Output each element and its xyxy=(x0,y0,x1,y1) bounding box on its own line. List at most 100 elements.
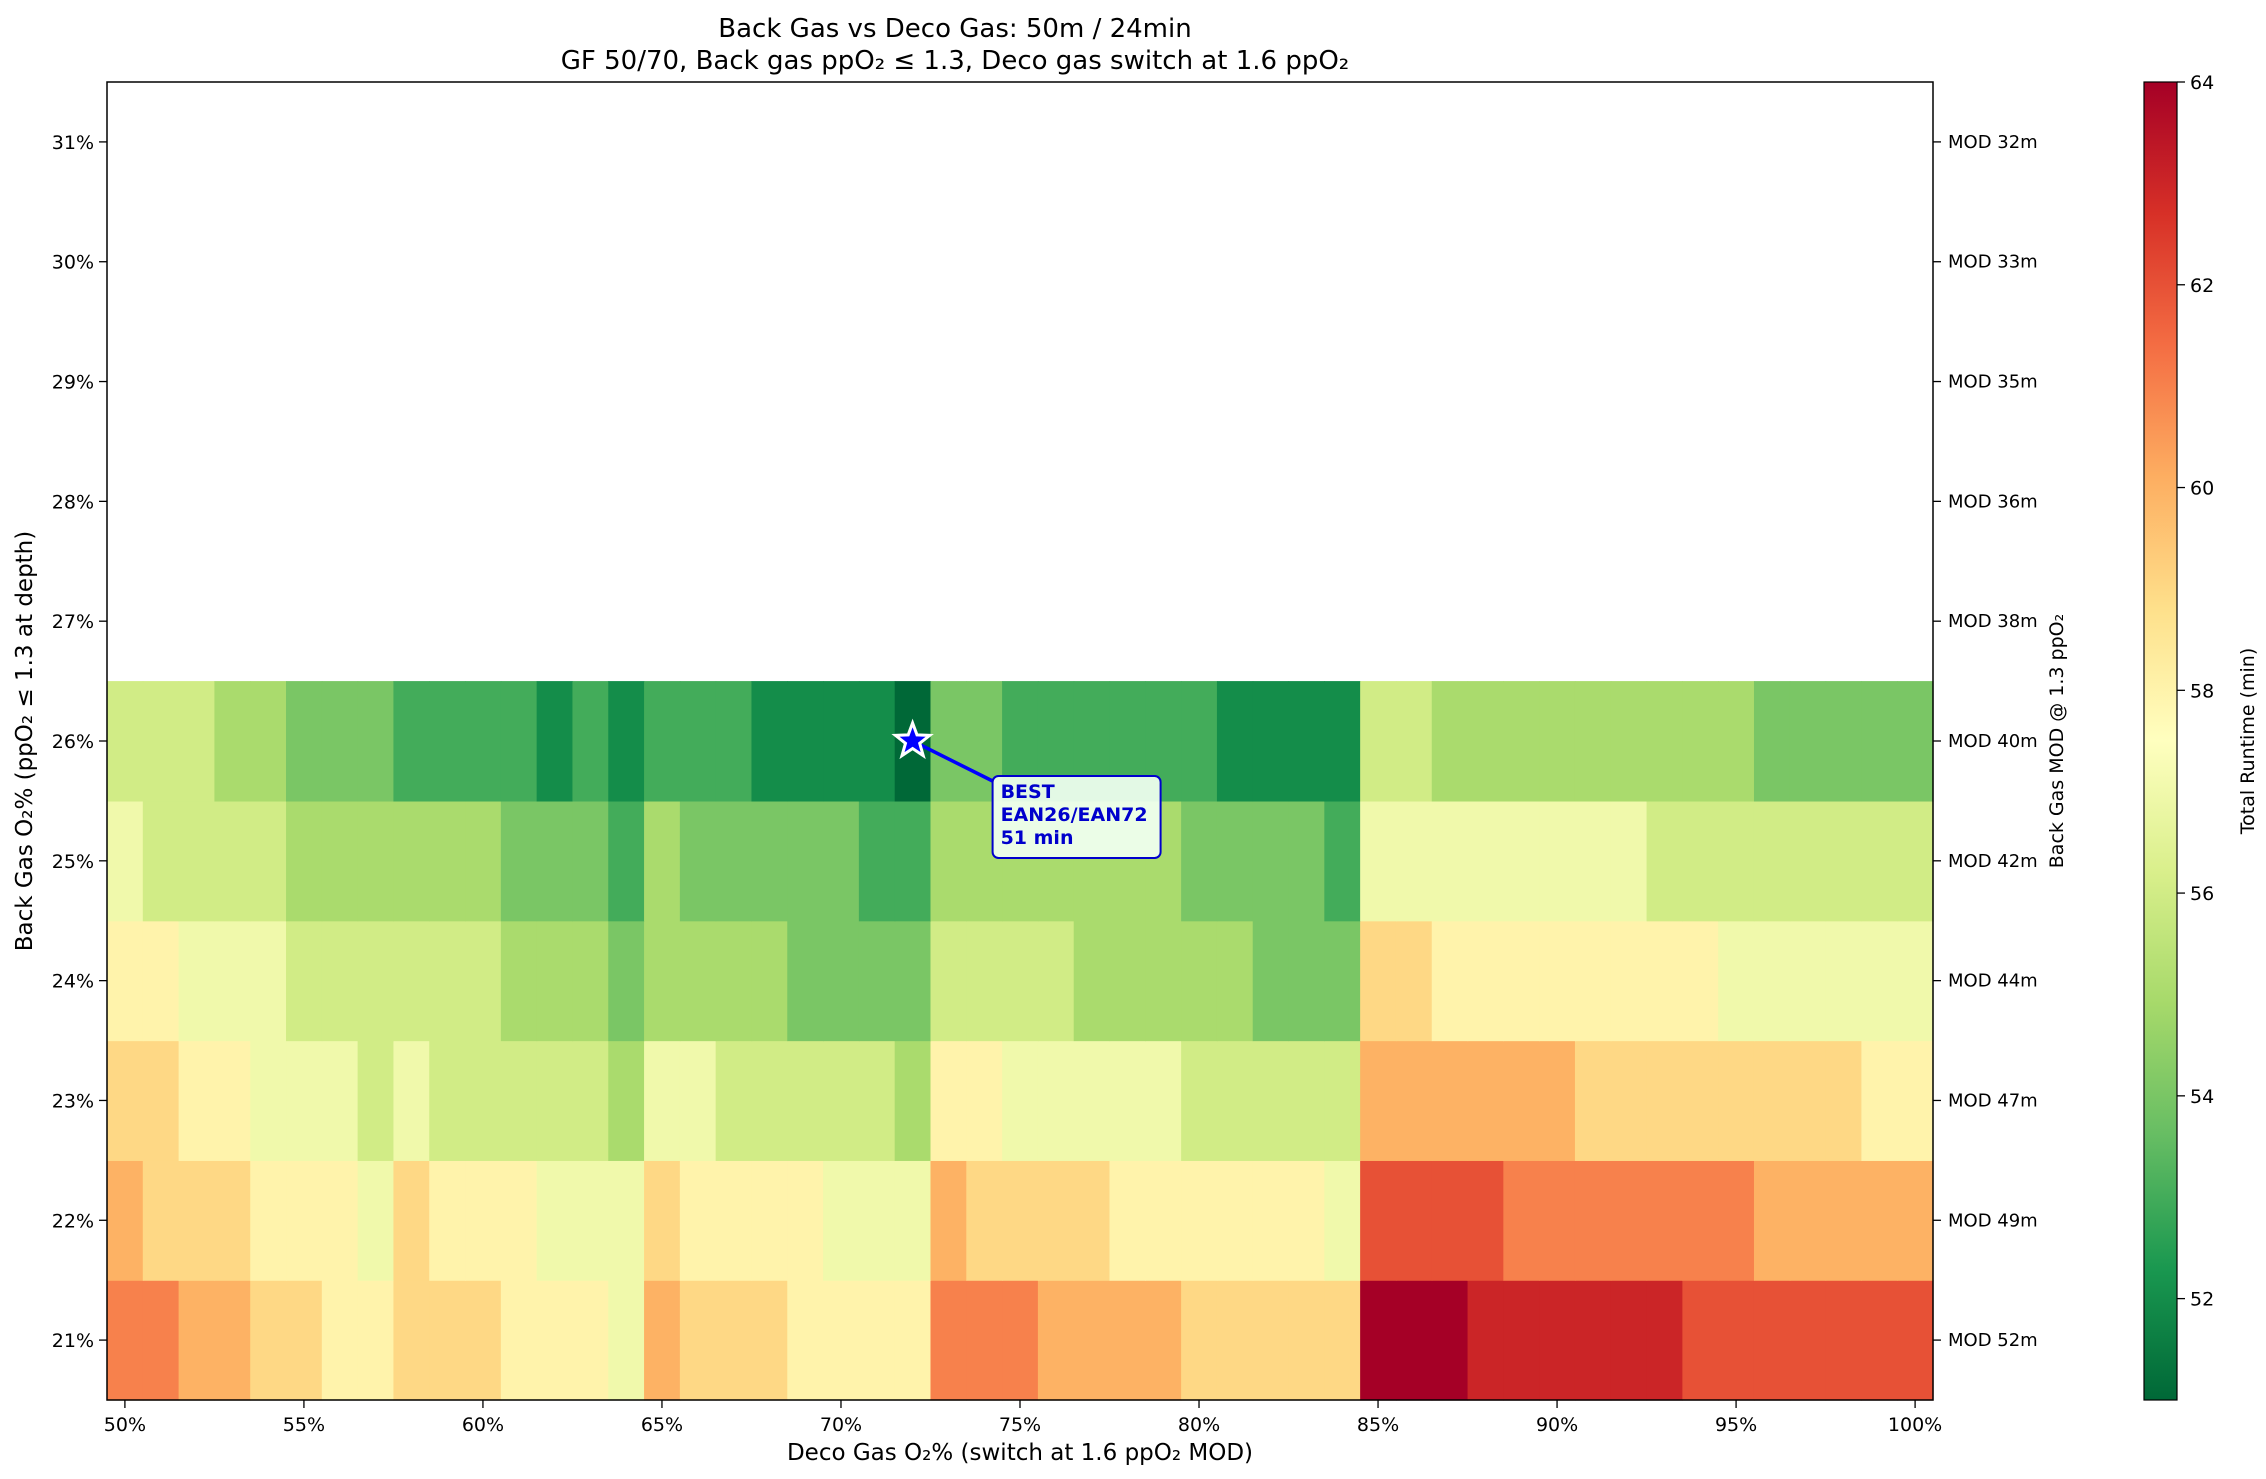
heatmap-cell xyxy=(1825,1040,1862,1161)
heatmap-cell xyxy=(1181,1160,1218,1281)
heatmap-cell xyxy=(1897,1040,1934,1161)
heatmap-cell xyxy=(1467,1040,1504,1161)
heatmap-cell xyxy=(751,920,788,1042)
heatmap-cell xyxy=(608,1040,645,1161)
heatmap-cell xyxy=(107,1160,144,1281)
heatmap-cell xyxy=(1395,800,1433,922)
heatmap-cell xyxy=(536,800,574,922)
y2-tick-label: MOD 42m xyxy=(1948,851,2038,872)
heatmap-cell xyxy=(107,1280,144,1401)
heatmap-cell xyxy=(1682,920,1719,1042)
heatmap-cell xyxy=(1861,1280,1898,1401)
heatmap-cell xyxy=(1181,681,1218,802)
heatmap-cell xyxy=(1288,1040,1325,1161)
heatmap-cell xyxy=(858,1040,896,1161)
heatmap-cell xyxy=(966,1040,1003,1161)
heatmap-cell xyxy=(679,1280,717,1401)
heatmap-cell xyxy=(250,1280,287,1401)
heatmap-cell xyxy=(608,920,645,1042)
heatmap-cell xyxy=(1646,1280,1683,1401)
heatmap-cell xyxy=(321,1040,359,1161)
heatmap-cell xyxy=(1503,920,1540,1042)
heatmap-cell xyxy=(1467,920,1504,1042)
x-tick-label: 50% xyxy=(104,1414,146,1436)
heatmap-cell xyxy=(1288,1280,1325,1401)
heatmap-cell xyxy=(1360,920,1397,1042)
heatmap-cell xyxy=(1216,1040,1254,1161)
heatmap-cell xyxy=(1216,800,1254,922)
best-star-icon xyxy=(891,718,934,760)
heatmap-cell xyxy=(178,1040,216,1161)
heatmap-cell xyxy=(1324,1280,1361,1401)
chart-subtitle: GF 50/70, Back gas ppO₂ ≤ 1.3, Deco gas … xyxy=(561,46,1349,76)
heatmap-cell xyxy=(787,920,824,1042)
heatmap-cell xyxy=(321,1160,359,1281)
heatmap-cell xyxy=(1503,1040,1540,1161)
heatmap-cell xyxy=(894,1160,932,1281)
heatmap-cell xyxy=(1646,1160,1683,1281)
heatmap-cell xyxy=(250,800,287,922)
heatmap-cell xyxy=(823,800,860,922)
heatmap-cell xyxy=(1718,920,1755,1042)
heatmap-cell xyxy=(536,681,574,802)
heatmap-cell xyxy=(1718,681,1755,802)
heatmap-cell xyxy=(1324,1160,1361,1281)
y2-tick-label: MOD 35m xyxy=(1948,372,2038,393)
heatmap-cell xyxy=(429,1040,466,1161)
heatmap-cell xyxy=(1467,800,1504,922)
y-tick-label: 28% xyxy=(52,491,94,513)
y2-tick-label: MOD 33m xyxy=(1948,252,2038,273)
heatmap-cell xyxy=(1288,681,1325,802)
heatmap-cell xyxy=(286,1160,323,1281)
heatmap-cell xyxy=(715,681,753,802)
heatmap-cell xyxy=(250,920,287,1042)
y2-tick-label: MOD 36m xyxy=(1948,491,2038,512)
heatmap-cell xyxy=(894,1280,932,1401)
heatmap-cell xyxy=(644,1160,681,1281)
heatmap-cell xyxy=(1073,1280,1111,1401)
heatmap-cell xyxy=(679,681,717,802)
heatmap-cell xyxy=(357,681,395,802)
heatmap-cell xyxy=(357,1160,395,1281)
heatmap-cell xyxy=(1574,681,1612,802)
heatmap-cell xyxy=(1252,1160,1290,1281)
heatmap-cell xyxy=(107,1040,144,1161)
heatmap-cell xyxy=(1037,1160,1075,1281)
heatmap-cell xyxy=(107,920,144,1042)
heatmap-cell xyxy=(1216,920,1254,1042)
heatmap-cell xyxy=(142,681,180,802)
heatmap-cell xyxy=(1002,1040,1039,1161)
heatmap-cell xyxy=(715,1280,753,1401)
heatmap-cell xyxy=(286,681,323,802)
y-tick-label: 26% xyxy=(52,731,94,753)
heatmap-cell xyxy=(1539,1160,1576,1281)
heatmap-cell xyxy=(536,920,574,1042)
colorbar-tick-label: 52 xyxy=(2190,1289,2214,1311)
heatmap-cell xyxy=(1825,920,1862,1042)
x-tick-label: 100% xyxy=(1888,1414,1942,1436)
heatmap-cell xyxy=(393,1160,430,1281)
y2-axis-ticks: MOD 52m MOD 49m MOD 47m MOD 44m MOD 42m MOD 4… xyxy=(1933,132,2038,1351)
annotation-box-bg xyxy=(991,775,1162,859)
colorbar-ticks: 52 54 56 58 60 62 64 xyxy=(2177,72,2214,1311)
heatmap-cell xyxy=(465,1280,502,1401)
heatmap-cell xyxy=(715,920,753,1042)
heatmap-cell xyxy=(572,1160,609,1281)
heatmap-cell xyxy=(1145,1040,1182,1161)
heatmap-cell xyxy=(1897,1280,1934,1401)
heatmap-cell xyxy=(1574,920,1612,1042)
heatmap-cell xyxy=(787,1280,824,1401)
heatmap-cell xyxy=(1252,1280,1290,1401)
chart-title: Back Gas vs Deco Gas: 50m / 24min xyxy=(718,14,1191,44)
heatmap-cell xyxy=(644,1040,681,1161)
heatmap-cell xyxy=(1789,1160,1827,1281)
heatmap-cell xyxy=(429,681,466,802)
heatmap-cell xyxy=(429,1160,466,1281)
x-tick-label: 55% xyxy=(283,1414,325,1436)
heatmap-cell xyxy=(214,1040,251,1161)
heatmap-cell xyxy=(465,681,502,802)
heatmap-cell xyxy=(465,1160,502,1281)
x-tick-label: 85% xyxy=(1357,1414,1399,1436)
heatmap-cell xyxy=(107,800,144,922)
